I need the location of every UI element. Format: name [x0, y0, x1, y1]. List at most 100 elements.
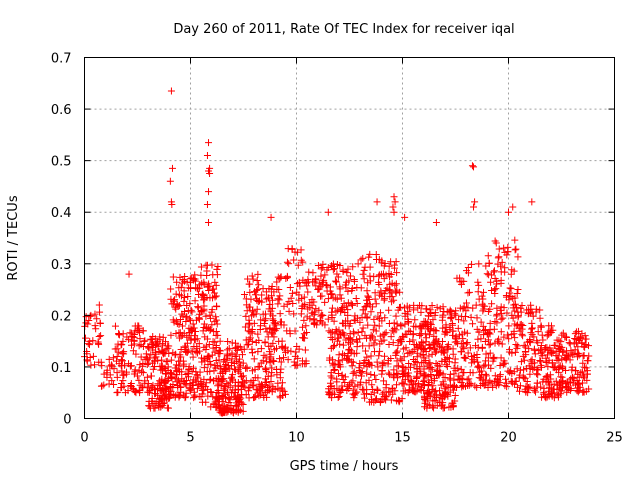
- data-point: [192, 348, 200, 356]
- data-point: [309, 278, 317, 286]
- data-point: [360, 361, 368, 369]
- data-point: [514, 253, 522, 261]
- data-point: [388, 279, 396, 287]
- data-point: [392, 312, 400, 320]
- data-point: [359, 254, 367, 262]
- data-point: [224, 389, 232, 397]
- data-point: [491, 339, 499, 347]
- data-point: [317, 312, 325, 320]
- data-point: [288, 289, 296, 297]
- data-point: [410, 388, 418, 396]
- data-point: [128, 341, 136, 349]
- data-point: [353, 300, 361, 308]
- data-point: [514, 286, 522, 294]
- data-point: [358, 328, 366, 336]
- data-point: [266, 300, 274, 308]
- data-point: [85, 341, 93, 349]
- data-point: [442, 356, 450, 364]
- data-point: [449, 345, 457, 353]
- data-point: [156, 381, 164, 389]
- data-point: [413, 364, 421, 372]
- data-point: [552, 352, 560, 360]
- data-point: [280, 354, 288, 362]
- data-point: [207, 314, 215, 322]
- data-point: [474, 288, 482, 296]
- data-point: [581, 363, 589, 371]
- data-point: [118, 349, 126, 357]
- data-point: [577, 369, 585, 377]
- data-point: [252, 386, 260, 394]
- data-point: [286, 330, 294, 338]
- data-point: [300, 293, 308, 301]
- data-point: [501, 264, 509, 272]
- data-point: [425, 340, 433, 348]
- data-point: [151, 348, 159, 356]
- data-point: [353, 336, 361, 344]
- data-point: [513, 290, 521, 298]
- data-point: [186, 316, 194, 324]
- data-point: [211, 338, 219, 346]
- data-point: [516, 382, 524, 390]
- data-point: [278, 379, 286, 387]
- data-point: [200, 278, 208, 286]
- data-point: [156, 362, 164, 370]
- data-point: [421, 330, 429, 338]
- data-point: [255, 336, 263, 344]
- data-point: [85, 317, 93, 325]
- data-point: [431, 344, 439, 352]
- data-point: [425, 352, 433, 360]
- data-point: [434, 367, 442, 375]
- data-point: [299, 323, 307, 331]
- data-point: [489, 357, 497, 365]
- data-point: [445, 403, 453, 411]
- data-point: [382, 396, 390, 404]
- x-axis-label: GPS time / hours: [290, 459, 399, 474]
- data-point: [355, 364, 363, 372]
- data-point: [109, 354, 117, 362]
- data-point: [537, 383, 545, 391]
- data-point: [375, 281, 383, 289]
- data-point: [512, 341, 520, 349]
- data-point: [474, 335, 482, 343]
- data-point: [300, 316, 308, 324]
- data-point: [234, 396, 242, 404]
- data-point: [137, 353, 145, 361]
- data-point: [420, 394, 428, 402]
- data-point: [84, 340, 92, 348]
- data-point: [497, 303, 505, 311]
- data-point: [533, 337, 541, 345]
- data-point: [255, 362, 263, 370]
- data-point: [401, 320, 409, 328]
- data-point: [382, 329, 390, 337]
- data-point: [420, 358, 428, 366]
- data-point: [367, 370, 375, 378]
- data-point: [536, 306, 544, 314]
- data-point: [186, 300, 194, 308]
- data-point: [250, 394, 258, 402]
- data-point: [398, 395, 406, 403]
- data-point: [326, 354, 334, 362]
- x-tick-labels: 0 5 10 15 20 25: [80, 431, 622, 446]
- data-point: [503, 251, 511, 259]
- data-point: [363, 313, 371, 321]
- data-point: [393, 269, 401, 277]
- data-point: [119, 377, 127, 385]
- data-point: [547, 322, 555, 330]
- data-point: [428, 376, 436, 384]
- data-point: [239, 407, 247, 415]
- data-point: [131, 368, 139, 376]
- data-point: [459, 375, 467, 383]
- data-point: [572, 367, 580, 375]
- data-point: [445, 308, 453, 316]
- data-point: [409, 331, 417, 339]
- data-point: [356, 318, 364, 326]
- data-point: [167, 285, 175, 293]
- data-point: [487, 278, 495, 286]
- data-point: [504, 248, 512, 256]
- data-point: [215, 401, 223, 409]
- data-point: [144, 379, 152, 387]
- data-point: [312, 305, 320, 313]
- data-point: [191, 327, 199, 335]
- data-point: [293, 343, 301, 351]
- data-point: [335, 392, 343, 400]
